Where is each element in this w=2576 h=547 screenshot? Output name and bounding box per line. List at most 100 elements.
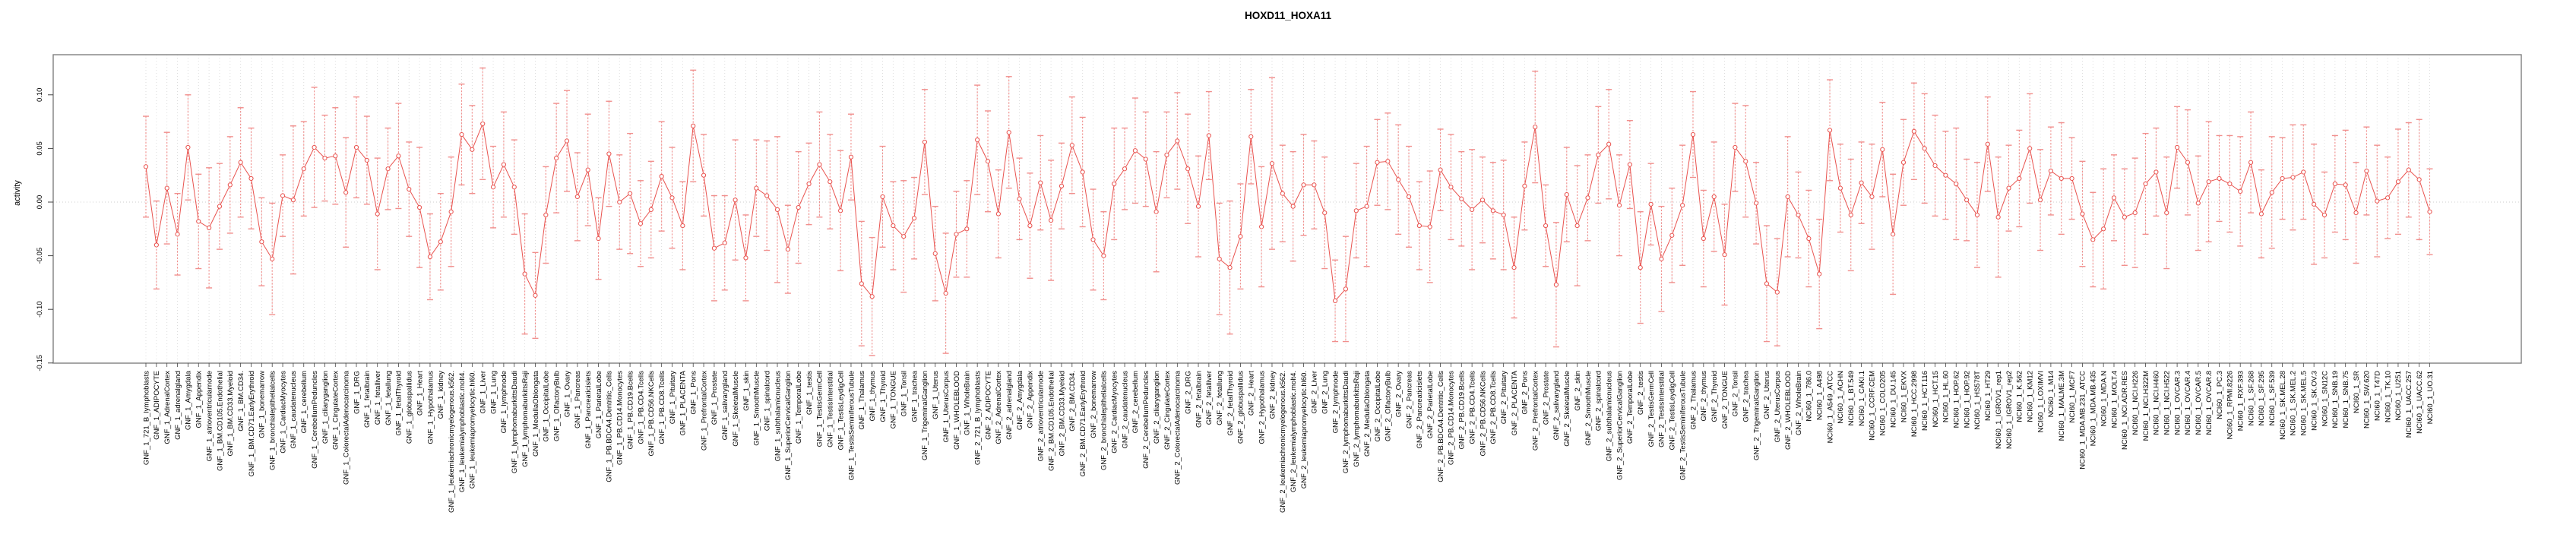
- data-point: [164, 185, 169, 191]
- x-tick-label: NCI60_1_CAKI.1: [1858, 371, 1866, 426]
- data-point: [2111, 195, 2117, 201]
- data-point: [1206, 133, 1211, 138]
- x-tick-label: GNF_2_testis: [1637, 371, 1645, 415]
- data-point: [585, 167, 590, 172]
- data-point: [1764, 281, 1770, 286]
- data-point: [806, 181, 812, 187]
- data-point: [869, 294, 875, 299]
- x-tick-label: GNF_2_PB.CD14.Monocytes: [1448, 371, 1456, 465]
- x-tick-label: GNF_1_cerebellum: [300, 371, 309, 433]
- data-point: [1364, 204, 1369, 209]
- data-point: [891, 223, 896, 229]
- data-point: [1195, 204, 1201, 209]
- x-tick-label: NCI60_1_ACHN: [1837, 371, 1845, 424]
- data-point: [638, 221, 644, 226]
- data-point: [2174, 144, 2180, 150]
- data-point: [554, 156, 559, 161]
- data-point: [417, 204, 422, 210]
- x-tick-label: GNF_1_atrioventricularnode: [205, 371, 214, 461]
- x-tick-label: NCI60_1_UO.31: [2426, 371, 2435, 424]
- x-tick-label: GNF_1_Uterus: [932, 371, 940, 419]
- x-tick-label: NCI60_1_OVCAR.3: [2173, 371, 2182, 435]
- data-point: [2080, 211, 2085, 217]
- data-point: [1101, 253, 1106, 258]
- x-tick-label: NCI60_1_LOXIMVI: [2036, 371, 2045, 432]
- x-tick-label: GNF_2_WholeBrain: [1795, 371, 1803, 435]
- x-tick-label: GNF_2_Pituitary: [1500, 371, 1508, 424]
- x-tick-label: GNF_1_PB.CD14.Monocytes: [616, 371, 625, 465]
- x-tick-label: GNF_2_Uterus: [1763, 371, 1771, 419]
- data-point: [1932, 163, 1938, 169]
- data-point: [1817, 271, 1822, 277]
- data-point: [1974, 212, 1980, 218]
- x-tick-label: GNF_2_WHOLEBLOOD: [1784, 371, 1793, 450]
- x-tick-label: NCI60_1_TK.10: [2384, 371, 2392, 422]
- data-point: [2353, 210, 2359, 216]
- data-point: [1701, 236, 1706, 242]
- data-point: [2027, 146, 2033, 151]
- data-point: [2059, 175, 2064, 182]
- x-tick-label: NCI60_1_IGROV1_rep1: [1995, 371, 2003, 449]
- x-tick-label: GNF_2_OccipitalLobe: [1374, 371, 1382, 441]
- data-point: [1017, 196, 1022, 201]
- x-tick-label: GNF_1_Hypothalamus: [426, 371, 435, 444]
- data-point: [2312, 201, 2317, 207]
- x-tick-label: GNF_2_Heart: [1248, 371, 1256, 416]
- data-point: [459, 131, 464, 138]
- x-tick-label: GNF_1_Pancreas: [574, 371, 582, 428]
- data-point: [711, 245, 717, 251]
- x-tick-label: GNF_2_lymphomaburkittsRaji: [1353, 371, 1361, 467]
- data-point: [1427, 224, 1432, 229]
- data-point: [270, 256, 275, 261]
- x-tick-label: GNF_2_salivarygland: [1552, 371, 1561, 440]
- data-point: [2364, 168, 2369, 174]
- data-point: [1680, 203, 1685, 208]
- x-tick-label: GNF_1_Ovary: [563, 371, 571, 417]
- x-tick-label: GNF_2_BM.CD105.Endothelial: [1047, 371, 1055, 471]
- data-point: [1132, 148, 1138, 153]
- x-tick-label: GNF_2_TestisGermCell: [1647, 371, 1656, 447]
- x-tick-label: NCI60_1_MOLT.4: [2110, 371, 2119, 428]
- data-point: [312, 144, 317, 150]
- x-tick-label: NCI60_1_SNB.75: [2342, 371, 2350, 428]
- x-tick-label: NCI60_1_HCC.2998: [1910, 371, 1919, 437]
- x-tick-label: GNF_2_Thyroid: [1710, 371, 1719, 422]
- gridlines: [145, 55, 2430, 363]
- x-tick-label: GNF_1_salivarygland: [721, 371, 729, 440]
- data-point: [1490, 208, 1495, 213]
- x-tick-label: GNF_2_trachea: [1742, 370, 1751, 422]
- data-point: [617, 199, 622, 205]
- data-point: [2343, 182, 2348, 188]
- data-point: [353, 144, 359, 150]
- data-point: [1574, 223, 1580, 229]
- x-tick-label: NCI60_1_SK.MEL.5: [2300, 371, 2309, 436]
- y-tick-label: 0.00: [36, 195, 44, 210]
- x-tick-label: GNF_1_Thalamus: [858, 371, 866, 430]
- data-point: [2164, 210, 2169, 216]
- x-tick-label: NCI60_1_PC.3: [2216, 371, 2224, 419]
- x-tick-label: GNF_2_bronchialepithelialcells: [1100, 371, 1109, 470]
- data-point: [1553, 282, 1559, 287]
- x-tick-label: GNF_2_ColorectalAdenocarcinoma: [1174, 370, 1182, 485]
- x-tick-label: GNF_1_Pancreaticislets: [584, 371, 593, 449]
- data-point: [1827, 128, 1833, 133]
- x-tick-label: NCI60_1_MDA.N: [2100, 371, 2108, 427]
- data-point: [1175, 138, 1180, 144]
- x-tick-label: GNF_1_Thyroid: [879, 371, 888, 422]
- data-point: [1185, 166, 1191, 172]
- data-point: [343, 190, 349, 195]
- data-point: [922, 139, 928, 145]
- data-point: [448, 209, 454, 214]
- data-point: [1332, 298, 1338, 304]
- data-point: [859, 281, 864, 286]
- x-tick-label: GNF_1_kidney: [437, 371, 445, 419]
- x-tick-label: NCI60_1_NCI.H460: [2153, 371, 2161, 435]
- x-tick-label: GNF_2_PB.CD56.NKCells: [1479, 371, 1487, 457]
- data-point: [2037, 198, 2043, 203]
- data-point: [2122, 214, 2127, 220]
- data-point: [438, 239, 443, 245]
- data-point: [1869, 194, 1875, 200]
- x-tick-label: NCI60_1_OVCAR.4: [2184, 371, 2192, 435]
- data-point: [1322, 210, 1328, 216]
- x-tick-label: GNF_2_AdrenalCortex: [995, 371, 1003, 444]
